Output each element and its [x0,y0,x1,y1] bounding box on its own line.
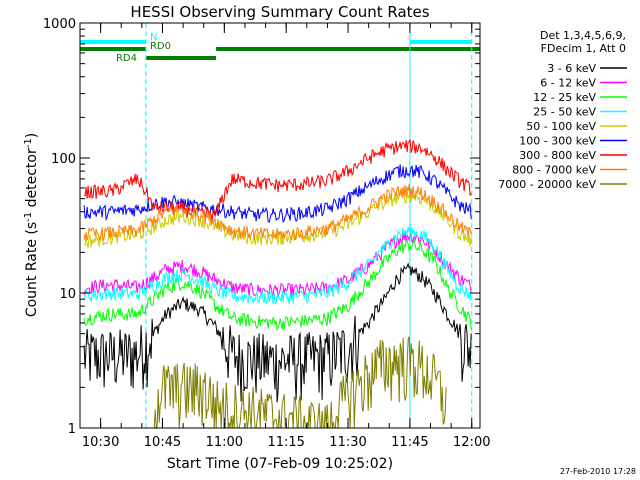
series-line-7 [83,184,472,243]
x-tick-label-4: 11:30 [329,435,366,450]
series-line-5 [83,164,472,224]
series-line-2 [83,239,472,332]
legend-label-0: 3 - 6 keV [547,62,596,75]
series-line-0 [83,262,472,403]
y-tick-label-1: 10 [59,287,76,302]
series-lines [83,139,472,430]
y-tick-label-2: 100 [51,152,76,167]
plot-frame [79,22,481,429]
legend-label-4: 50 - 100 keV [526,120,596,133]
legend-label-8: 7000 - 20000 keV [498,178,596,191]
y-axis-ticks: 1 10 100 1000 [43,17,480,437]
series-line-8 [153,336,447,430]
flag-label-0: N [150,32,157,43]
legend-label-6: 300 - 800 keV [519,149,596,162]
x-tick-label-3: 11:15 [267,435,304,450]
x-tick-label-5: 11:45 [391,435,428,450]
x-tick-label-6: 12:00 [453,435,490,450]
x-axis-label: Start Time (07-Feb-09 10:25:02) [167,456,393,472]
x-tick-label-2: 11:00 [206,435,243,450]
legend-label-1: 6 - 12 keV [540,77,596,90]
flag-label-2: RD4 [116,53,137,64]
y-axis-label: Count Rate (s-1 detector-1) [23,133,40,317]
legend-header-1: Det 1,3,4,5,6,9, [540,29,626,42]
series-line-3 [83,224,472,306]
legend-label-7: 800 - 7000 keV [512,164,596,177]
flag-label-1: RD0 [150,41,171,52]
legend: Det 1,3,4,5,6,9, FDecim 1, Att 0 3 - 6 k… [498,29,627,191]
legend-label-2: 12 - 25 keV [533,91,596,104]
y-tick-label-0: 1 [68,422,76,437]
series-line-1 [83,231,472,298]
footer-date: 27-Feb-2010 17:28 [560,467,636,476]
chart-title: HESSI Observing Summary Count Rates [130,3,429,21]
x-tick-label-0: 10:30 [82,435,119,450]
legend-label-5: 100 - 300 keV [519,135,596,148]
legend-header-2: FDecim 1, Att 0 [541,42,626,55]
x-axis-ticks: 10:30 10:45 11:00 11:15 11:30 11:45 12:00 [79,23,490,450]
series-line-6 [83,139,472,222]
y-tick-label-3: 1000 [43,17,76,32]
legend-label-3: 25 - 50 keV [533,106,596,119]
x-tick-label-1: 10:45 [144,435,181,450]
